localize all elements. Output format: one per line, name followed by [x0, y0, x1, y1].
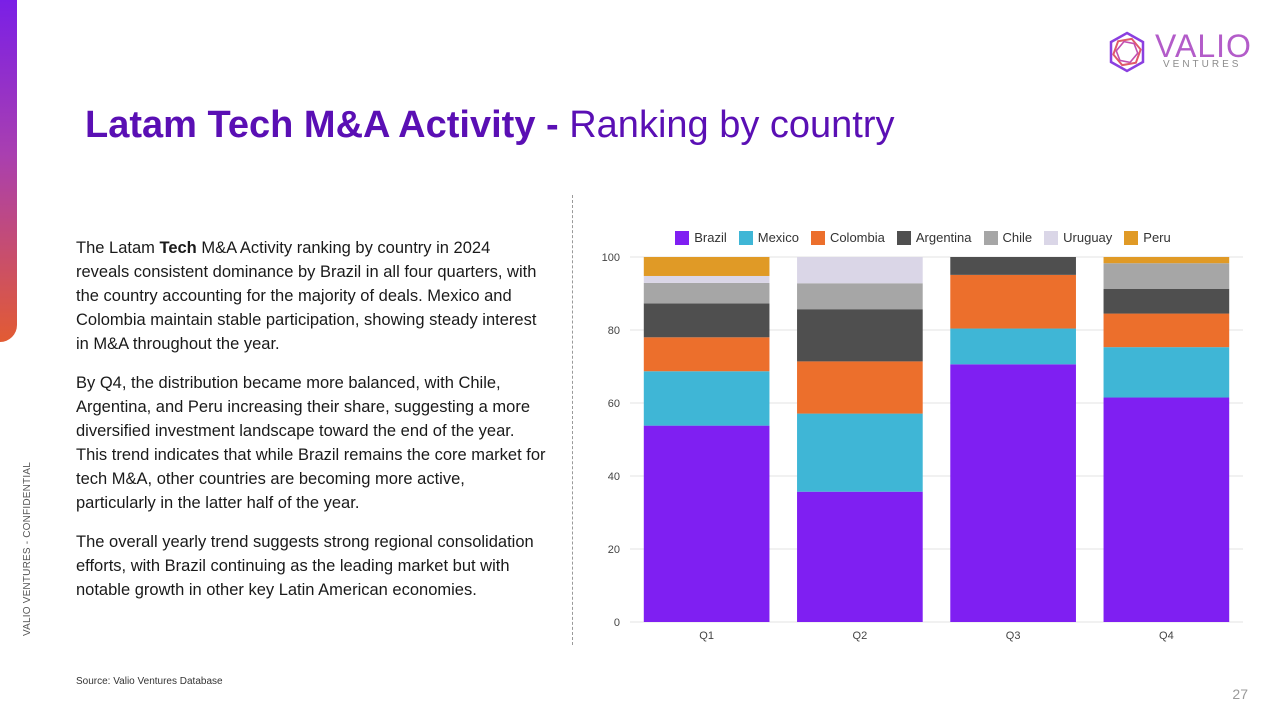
bar-q1-peru — [643, 257, 770, 276]
chart-legend: Brazil Mexico Colombia Argentina Chile Urugua… — [588, 230, 1258, 245]
paragraph-3: The overall yearly trend suggests strong… — [76, 533, 534, 599]
bar-q2-chile — [797, 283, 923, 310]
paragraph-2: By Q4, the distribution became more bala… — [76, 374, 546, 512]
paragraph-1-bold: Tech — [159, 239, 197, 257]
vertical-divider — [572, 195, 573, 645]
source-note: Source: Valio Ventures Database — [76, 676, 223, 687]
legend-swatch — [896, 230, 911, 245]
bar-q2-uruguay — [797, 257, 923, 284]
bar-q4-argentina — [1103, 288, 1230, 314]
bar-q1-uruguay — [643, 275, 770, 283]
paragraph-1: The Latam Tech M&A Activity ranking by c… — [76, 236, 548, 356]
hexagon-logo-icon — [1109, 31, 1145, 73]
title-light: Ranking by country — [558, 104, 895, 146]
page-title: Latam Tech M&A Activity - Ranking by cou… — [85, 102, 895, 148]
legend-item-uruguay: Uruguay — [1044, 230, 1112, 245]
y-tick-label: 20 — [608, 544, 620, 556]
brand-logo: VALIO VENTURES — [1105, 28, 1252, 76]
bar-q4-peru — [1103, 257, 1230, 264]
logo-subtitle: VENTURES — [1163, 59, 1242, 70]
bar-q1-mexico — [643, 371, 770, 426]
bar-q1-colombia — [643, 337, 770, 372]
y-tick-label: 60 — [608, 398, 620, 410]
bar-q1-brazil — [643, 425, 770, 622]
bar-q4-colombia — [1103, 313, 1230, 348]
legend-swatch — [1124, 230, 1139, 245]
bar-q3-colombia — [950, 274, 1076, 329]
y-tick-label: 0 — [614, 617, 620, 629]
bar-q3-mexico — [950, 328, 1076, 365]
paragraph-1-rest: M&A Activity ranking by country in 2024 … — [76, 239, 537, 353]
legend-label: Colombia — [829, 230, 885, 245]
bar-q1-argentina — [643, 303, 770, 338]
legend-label: Argentina — [915, 230, 972, 245]
bar-q2-colombia — [797, 361, 923, 414]
bar-q4-mexico — [1103, 347, 1230, 398]
side-accent-bar — [0, 0, 17, 342]
stacked-bar-chart: Brazil Mexico Colombia Argentina Chile Urugua… — [588, 222, 1258, 647]
x-tick-label: Q4 — [1159, 630, 1174, 642]
legend-label: Mexico — [757, 230, 799, 245]
legend-swatch — [810, 230, 825, 245]
chart-plot: 0 20 40 60 80 100 Q1 Q2 Q3 Q4 — [602, 252, 1243, 642]
logo-wordmark: VALIO — [1155, 28, 1252, 64]
legend-label: Brazil — [694, 230, 727, 245]
bar-q1-chile — [643, 282, 770, 304]
legend-item-brazil: Brazil — [675, 230, 727, 245]
bar-q2-brazil — [797, 491, 923, 622]
page-number: 27 — [1232, 686, 1248, 702]
legend-label: Chile — [1002, 230, 1033, 245]
bar-q2-argentina — [797, 309, 923, 362]
y-tick-label: 40 — [608, 471, 620, 483]
confidential-label: VALIO VENTURES - CONFIDENTIAL — [22, 462, 33, 636]
legend-item-argentina: Argentina — [896, 230, 972, 245]
legend-swatch — [1044, 230, 1059, 245]
legend-label: Uruguay — [1063, 230, 1113, 245]
legend-swatch — [675, 230, 690, 245]
y-tick-label: 80 — [608, 325, 620, 337]
legend-item-mexico: Mexico — [738, 230, 799, 245]
bar-q4-brazil — [1103, 397, 1230, 622]
body-text: The Latam Tech M&A Activity ranking by c… — [76, 236, 548, 617]
bar-q2-mexico — [797, 413, 923, 492]
legend-swatch — [983, 230, 998, 245]
y-tick-label: 100 — [602, 252, 620, 264]
x-tick-label: Q2 — [853, 630, 868, 642]
paragraph-1-start: The Latam — [76, 239, 160, 257]
legend-label: Peru — [1143, 230, 1171, 245]
legend-item-colombia: Colombia — [810, 230, 885, 245]
legend-item-peru: Peru — [1124, 230, 1171, 245]
x-tick-label: Q1 — [699, 630, 714, 642]
bar-q3-argentina — [950, 257, 1076, 275]
legend-item-chile: Chile — [983, 230, 1033, 245]
bar-q4-chile — [1103, 263, 1230, 289]
title-strong: Latam Tech M&A Activity - — [85, 104, 559, 146]
x-tick-label: Q3 — [1006, 630, 1021, 642]
bar-q3-brazil — [950, 364, 1076, 622]
legend-swatch — [738, 230, 753, 245]
